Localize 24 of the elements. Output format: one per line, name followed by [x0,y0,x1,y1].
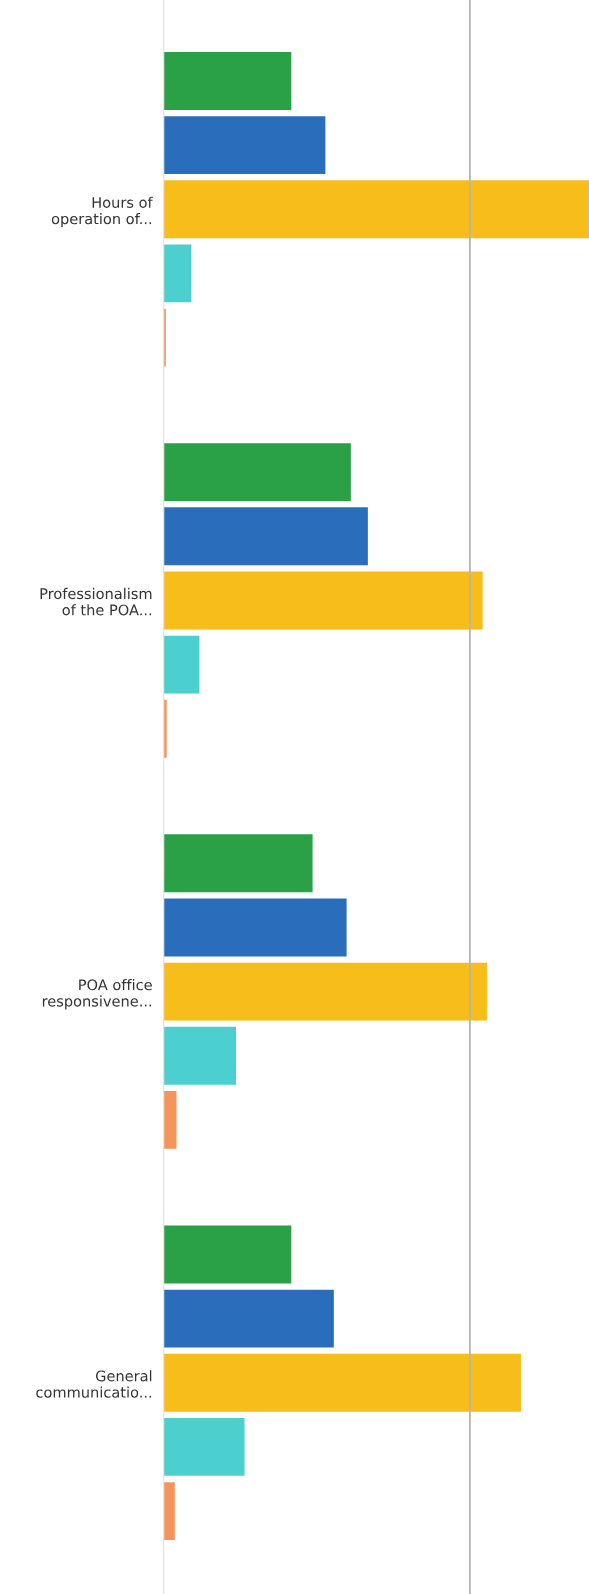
bar [163,308,166,367]
bar [163,52,292,110]
y-tick-label: Professionalism of the POA... [40,587,152,616]
bar [163,1289,334,1348]
bar [163,1417,245,1476]
bar [163,116,326,175]
y-tick-label: Hours of operation of... [51,196,153,228]
bar [163,1482,175,1541]
bar [163,635,200,694]
bar [163,834,313,893]
bar [163,507,368,566]
bar [163,1225,292,1284]
bar [163,180,589,239]
bar [163,1090,177,1149]
bar [163,244,192,303]
bar [163,1026,237,1085]
bar [163,571,483,630]
y-tick-label: General communicatio... [36,1370,152,1398]
bar [163,962,487,1021]
bar [163,699,167,758]
y-tick-label: POA office responsivene... [42,979,152,1010]
bar [163,1353,521,1412]
bar [163,898,347,957]
bar [163,443,351,502]
